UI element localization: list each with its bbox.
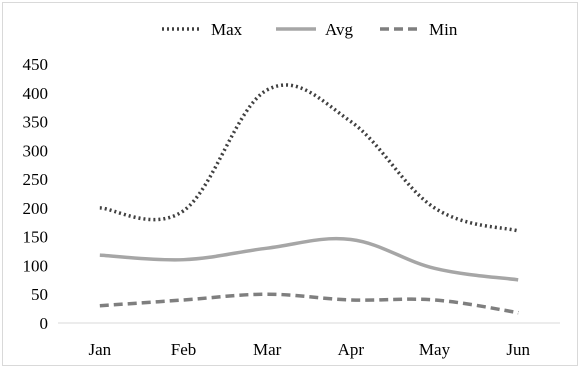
series-layer: [99, 83, 519, 315]
y-tick-label: 50: [31, 285, 48, 304]
series-max-path: [99, 83, 519, 233]
x-axis: Jan Feb Mar Apr May Jun: [58, 322, 560, 359]
legend-label-max: Max: [211, 20, 243, 39]
x-tick-label: Feb: [171, 340, 197, 359]
series-avg-path: [99, 236, 519, 282]
legend: Max Avg Min: [162, 20, 458, 39]
legend-label-avg: Avg: [325, 20, 354, 39]
series-min-path: [99, 292, 519, 315]
y-tick-label: 200: [23, 199, 49, 218]
y-tick-label: 150: [23, 228, 49, 247]
y-tick-label: 100: [23, 256, 49, 275]
series-min-line: [99, 292, 519, 315]
y-tick-label: 400: [23, 84, 49, 103]
legend-item-max: Max: [162, 20, 243, 39]
x-tick-label: Jan: [88, 340, 111, 359]
legend-label-min: Min: [429, 20, 458, 39]
series-max-line: [99, 83, 519, 233]
x-tick-label: Mar: [253, 340, 282, 359]
y-tick-label: 450: [23, 55, 49, 74]
y-tick-label: 350: [23, 113, 49, 132]
series-avg-line: [99, 236, 519, 282]
legend-item-min: Min: [380, 20, 458, 39]
y-tick-label: 300: [23, 141, 49, 160]
y-tick-label: 250: [23, 170, 49, 189]
y-axis: 0 50 100 150 200 250 300 350 400 450: [23, 55, 49, 333]
x-tick-label: May: [419, 340, 451, 359]
x-tick-label: Jun: [506, 340, 530, 359]
y-tick-label: 0: [40, 314, 49, 333]
legend-item-avg: Avg: [276, 20, 354, 39]
x-tick-label: Apr: [338, 340, 365, 359]
